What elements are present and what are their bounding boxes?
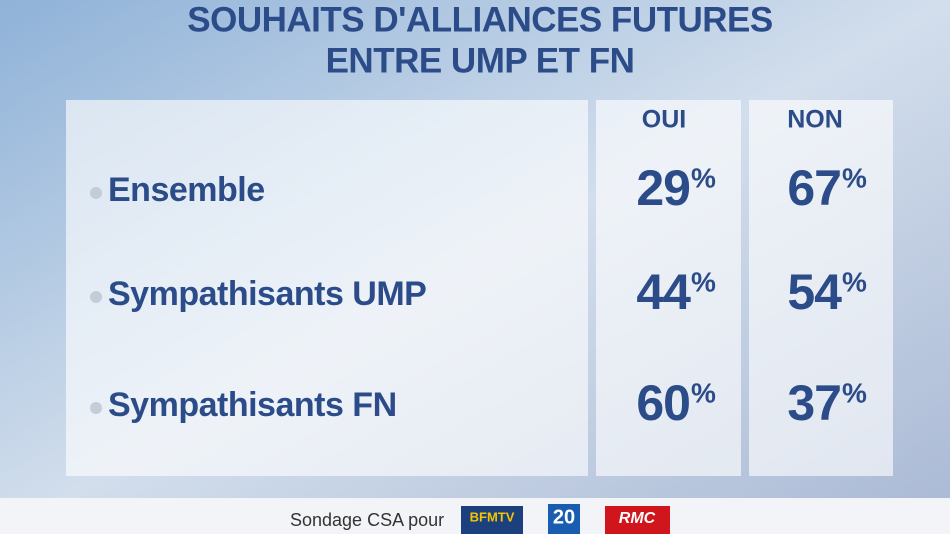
logo-text: RMC	[619, 510, 656, 527]
percent-unit: %	[842, 162, 867, 193]
logo-text: BFMTV	[470, 509, 515, 524]
logo-20	[548, 504, 580, 534]
row-label: Sympathisants FN	[108, 386, 397, 424]
percent-unit: %	[691, 377, 716, 408]
percent-unit: %	[691, 266, 716, 297]
percent-unit: %	[842, 377, 867, 408]
percent-value: 60	[636, 375, 690, 431]
column-header: OUI	[642, 106, 686, 134]
logo-bfm	[461, 506, 523, 534]
column-header: NON	[787, 106, 843, 134]
title-line: SOUHAITS D'ALLIANCES FUTURES	[187, 0, 772, 39]
logo-rmc	[605, 506, 670, 534]
percent-unit: %	[691, 162, 716, 193]
title-line: ENTRE UMP ET FN	[326, 41, 635, 80]
row-label: Sympathisants UMP	[108, 275, 426, 313]
percent-unit: %	[842, 266, 867, 297]
row-label: Ensemble	[108, 171, 265, 209]
label-panel	[66, 100, 588, 476]
percent-value: 37	[787, 375, 841, 431]
non-panel	[749, 100, 893, 476]
oui-panel	[596, 100, 741, 476]
content: SOUHAITS D'ALLIANCES FUTURES ENTRE UMP E…	[90, 0, 867, 534]
percent-value: 44	[636, 264, 691, 320]
percent-value: 67	[787, 160, 841, 216]
source: Sondage CSA pour	[290, 510, 444, 530]
bullet	[90, 291, 102, 303]
logo-text: 20	[553, 506, 575, 528]
percent-value: 29	[636, 160, 690, 216]
bullet	[90, 187, 102, 199]
bullet	[90, 402, 102, 414]
percent-value: 54	[787, 264, 842, 320]
